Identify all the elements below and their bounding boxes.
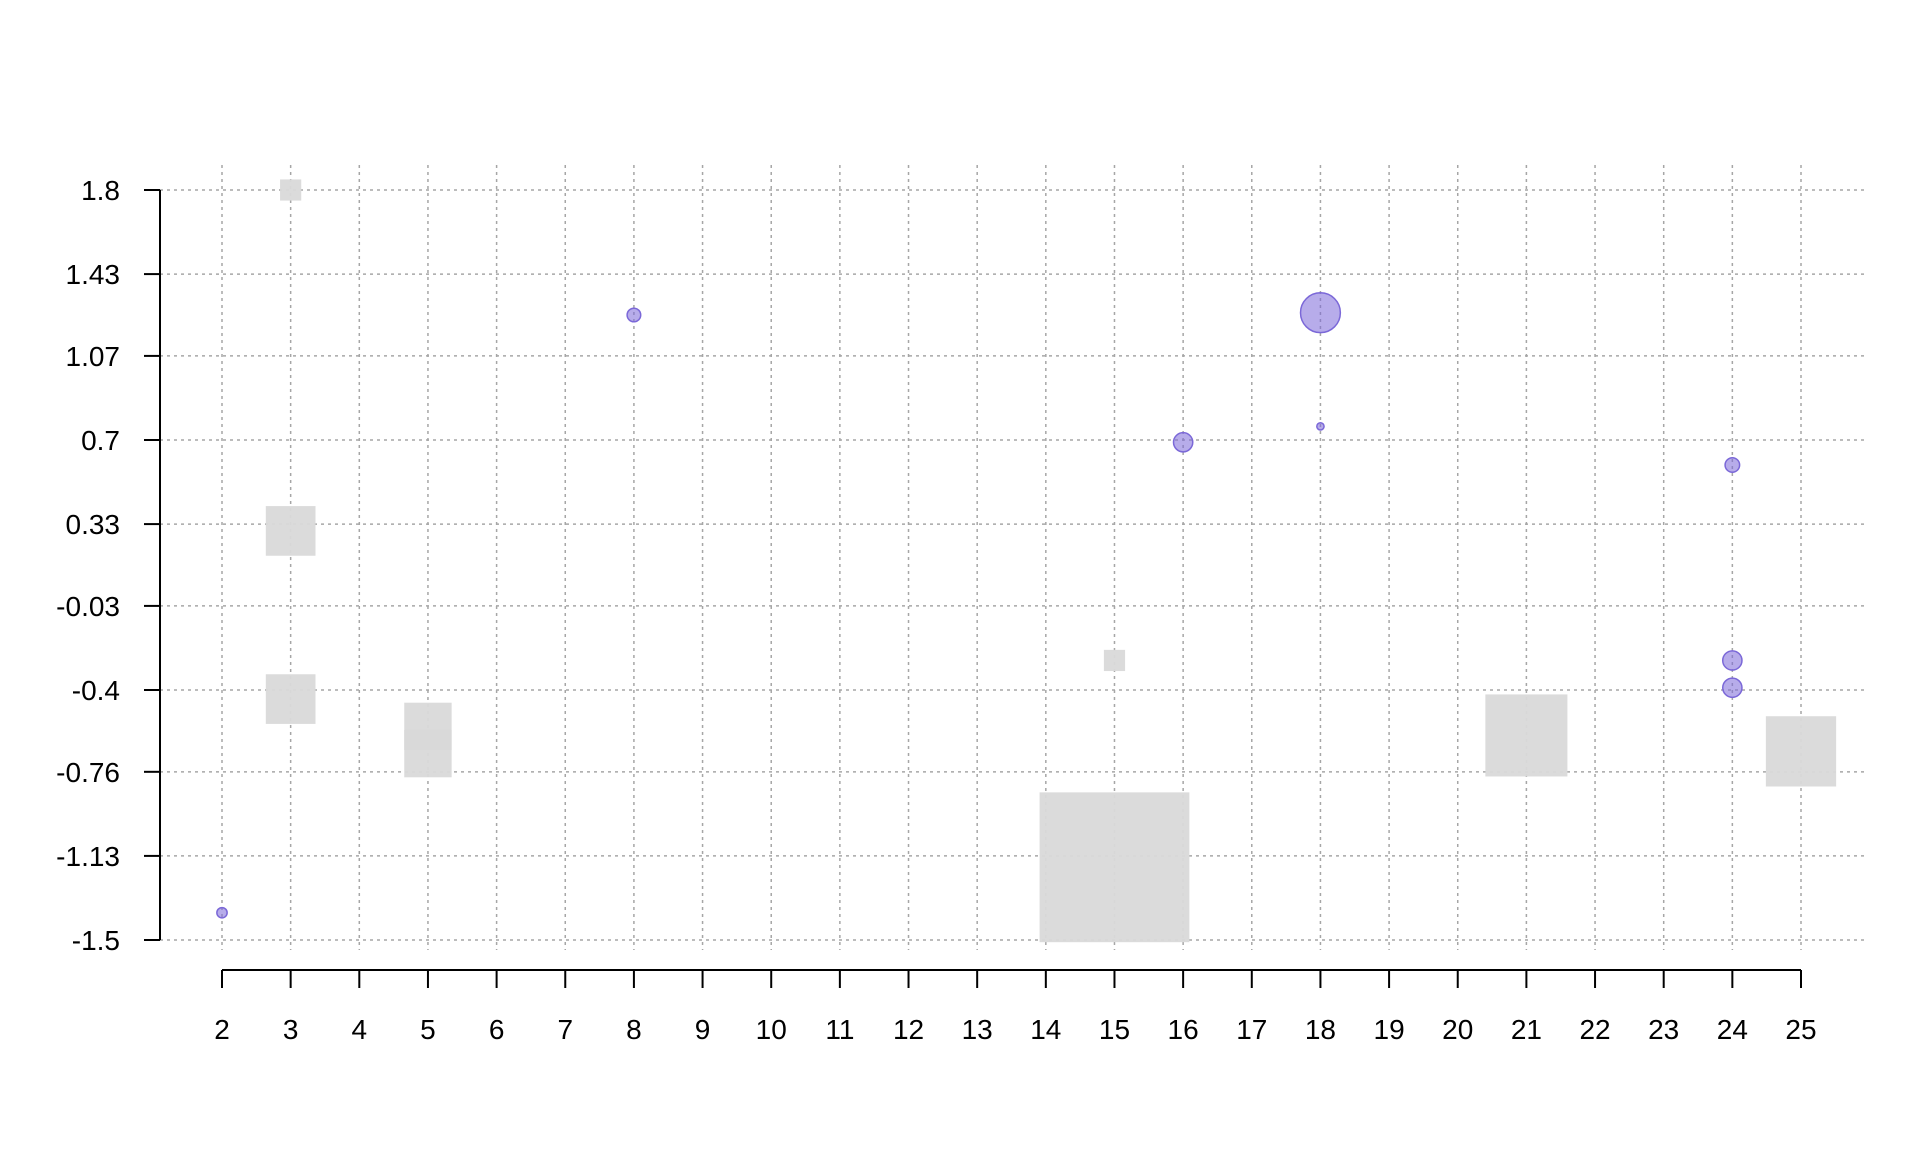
y-tick-label: 0.33 — [66, 509, 121, 540]
x-tick-label: 17 — [1236, 1014, 1267, 1045]
square-marker — [1039, 792, 1190, 943]
square-marker — [265, 674, 316, 724]
x-tick-label: 11 — [825, 1014, 854, 1045]
circle-marker — [216, 906, 228, 919]
square-marker — [1103, 649, 1126, 672]
square-marker — [404, 729, 452, 778]
y-tick-label: -0.03 — [56, 591, 120, 622]
x-tick-label: 18 — [1305, 1014, 1336, 1045]
x-tick-label: 20 — [1442, 1014, 1473, 1045]
x-tick-label: 5 — [420, 1014, 436, 1045]
x-tick-label: 25 — [1785, 1014, 1816, 1045]
x-tick-label: 4 — [352, 1014, 368, 1045]
y-tick-label: 1.43 — [66, 259, 121, 290]
square-marker — [1765, 716, 1837, 787]
circle-marker — [1721, 677, 1743, 699]
circle-marker — [1316, 421, 1325, 431]
y-axis: 1.8 1.43 1.07 0.7 0.33 -0.03 -0.4 -0.76 -1.13 -1.… — [56, 175, 161, 956]
grid — [160, 165, 1865, 950]
x-tick-label: 21 — [1511, 1014, 1542, 1045]
circle-marker — [1721, 650, 1743, 671]
x-axis: 2 3 4 5 6 7 8 9 10 11 12 13 14 15 16 17 18 19 20 21 22 23 24 25 — [214, 969, 1817, 1045]
y-tick-label: -0.76 — [56, 757, 120, 788]
y-tick-label: -1.13 — [56, 841, 120, 872]
x-tick-label: 19 — [1374, 1014, 1405, 1045]
x-tick-label: 2 — [214, 1014, 230, 1045]
y-tick-label: -1.5 — [72, 925, 120, 956]
x-tick-label: 10 — [756, 1014, 787, 1045]
x-tick-label: 7 — [557, 1014, 573, 1045]
square-marker — [265, 506, 316, 556]
x-tick-label: 9 — [695, 1014, 711, 1045]
circle-marker — [626, 307, 642, 323]
plot-marks — [216, 179, 1837, 943]
x-tick-label: 6 — [489, 1014, 505, 1045]
x-tick-label: 15 — [1099, 1014, 1130, 1045]
x-tick-label: 13 — [962, 1014, 993, 1045]
x-tick-label: 3 — [283, 1014, 299, 1045]
circle-marker — [1172, 431, 1194, 453]
x-tick-label: 12 — [893, 1014, 924, 1045]
x-tick-label: 14 — [1030, 1014, 1061, 1045]
y-tick-label: 0.7 — [81, 425, 120, 456]
y-tick-label: 1.07 — [66, 341, 121, 372]
x-tick-label: 8 — [626, 1014, 642, 1045]
y-tick-label: -0.4 — [72, 675, 120, 706]
x-tick-label: 22 — [1579, 1014, 1610, 1045]
square-marker — [1485, 694, 1568, 777]
x-tick-label: 16 — [1168, 1014, 1199, 1045]
square-marker — [280, 179, 302, 201]
x-tick-label: 23 — [1648, 1014, 1679, 1045]
circle-marker — [1724, 456, 1741, 474]
y-tick-label: 1.8 — [81, 175, 120, 206]
circle-marker — [1299, 292, 1342, 334]
x-tick-label: 24 — [1717, 1014, 1748, 1045]
